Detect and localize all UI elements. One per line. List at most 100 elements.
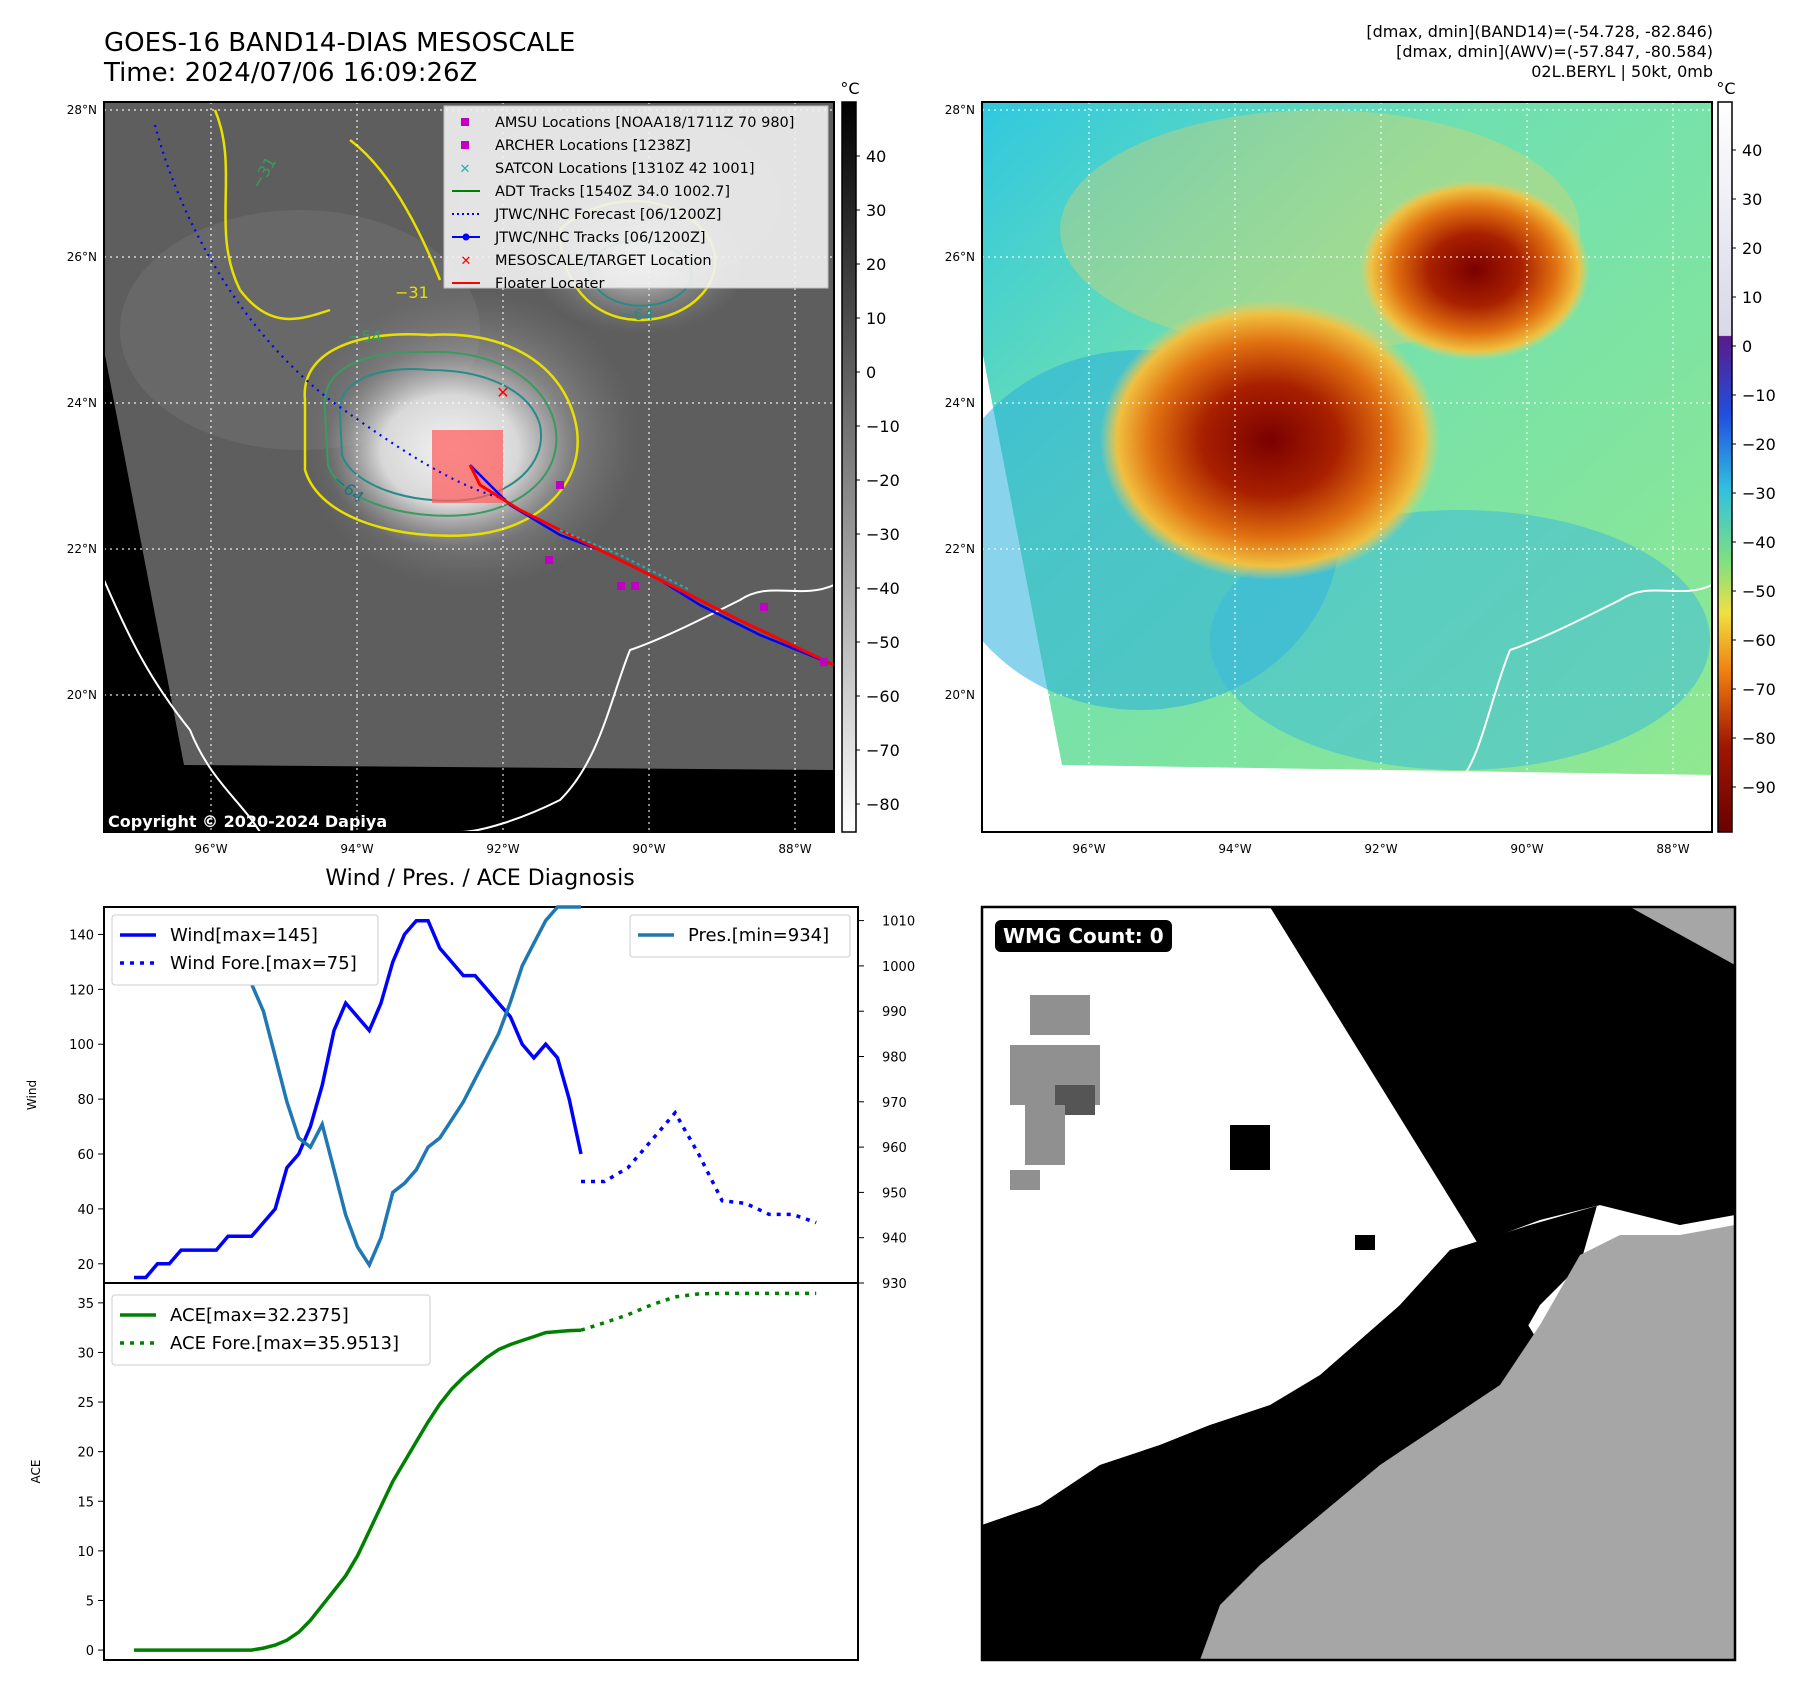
colorbar-tick-label: 20 — [866, 255, 886, 274]
colorbar-tick-label: −80 — [866, 795, 900, 814]
coastline — [104, 579, 834, 832]
wmg-frame — [980, 905, 1737, 1662]
archer-marker — [631, 582, 639, 590]
awv-colorbar — [1717, 101, 1733, 833]
wmg-gray-region — [1200, 1225, 1735, 1660]
ace-tick-label: 35 — [77, 1297, 94, 1312]
lat-tick: 28°N — [945, 103, 975, 117]
lon-tick: 88°W — [778, 842, 811, 856]
archer-marker — [820, 658, 828, 666]
colorbar-tick-label: −10 — [1742, 386, 1776, 405]
lat-tick: 20°N — [67, 688, 97, 702]
colorbar-tick-label: 10 — [1742, 288, 1762, 307]
archer-marker — [545, 556, 553, 564]
legend-tracks: JTWC/NHC Tracks [06/1200Z] — [494, 230, 706, 246]
ace-tick-label: 30 — [77, 1346, 94, 1361]
legend-entry: Wind Fore.[max=75] — [170, 953, 357, 974]
pressure-tick-label: 970 — [882, 1096, 907, 1111]
colorbar-tick-label: −50 — [866, 633, 900, 652]
wmg-count-badge: WMG Count: 0 — [995, 920, 1172, 952]
awv-map-panel: 28°N 26°N 24°N 22°N 20°N 96°W 94°W 92°W … — [945, 80, 1776, 856]
awv-lon-labels: 96°W 94°W 92°W 90°W 88°W — [1072, 842, 1689, 856]
awv-lat-labels: 28°N 26°N 24°N 22°N 20°N — [945, 103, 975, 702]
copyright: Copyright © 2020-2024 Dapiya — [108, 812, 387, 831]
legend-box — [629, 914, 851, 958]
legend-entry: ACE Fore.[max=35.9513] — [170, 1333, 399, 1354]
colorbar-tick-label: 0 — [866, 363, 876, 382]
pressure-tick-label: 1000 — [882, 960, 915, 975]
colorbar-tick-label: 30 — [866, 201, 886, 220]
colorbar-tick-label: −60 — [1742, 631, 1776, 650]
wind-tick-label: 80 — [77, 1093, 94, 1108]
ir-legend: AMSU Locations [NOAA18/1711Z 70 980] ARC… — [443, 105, 829, 292]
lon-tick: 90°W — [632, 842, 665, 856]
lat-tick: 22°N — [945, 542, 975, 556]
awv-gridlines — [982, 102, 1712, 832]
lon-tick: 94°W — [340, 842, 373, 856]
lat-tick: 24°N — [67, 396, 97, 410]
legend-floater: Floater Locater — [495, 276, 604, 292]
wind-tick-label: 20 — [77, 1258, 94, 1273]
colorbar-tick-label: −20 — [1742, 435, 1776, 454]
lon-tick: 96°W — [1072, 842, 1105, 856]
svg-text:✕: ✕ — [460, 162, 471, 177]
lon-tick: 88°W — [1656, 842, 1689, 856]
title-line-2: Time: 2024/07/06 16:09:26Z — [104, 58, 478, 88]
diagnosis-chart: Wind / Pres. / ACE Diagnosis 20406080100… — [25, 866, 915, 1661]
awv-colorbar-ticks: 40 30 20 10 0 −10 −20 −30 −40 −50 −60 −70 −80 −90 — [1732, 141, 1776, 797]
title-line-1: GOES-16 BAND14-DIAS MESOSCALE — [104, 28, 576, 58]
ir-colorbar — [841, 101, 857, 833]
colorbar-tick-label: 30 — [1742, 190, 1762, 209]
ace-tick-label: 25 — [77, 1396, 94, 1411]
wind-tick-label: 120 — [69, 983, 94, 998]
legend-box — [111, 1294, 431, 1366]
colorbar-tick-label: −10 — [866, 417, 900, 436]
colorbar-tick-label: 20 — [1742, 239, 1762, 258]
contour-teal — [338, 368, 543, 502]
legend-entry: Pres.[min=934] — [688, 925, 829, 946]
colorbar-tick-label: −70 — [1742, 680, 1776, 699]
awv-colorbar-unit: °C — [1716, 80, 1735, 98]
wmg-panel — [980, 905, 1737, 1662]
ir-colorbar-ticks: 40 30 20 10 0 −10 −20 −30 −40 −50 −60 −70 −80 — [856, 147, 900, 814]
floater-track — [468, 464, 834, 667]
pressure-tick-label: 940 — [882, 1232, 907, 1247]
colorbar-tick-label: 40 — [866, 147, 886, 166]
lon-tick: 96°W — [194, 842, 227, 856]
amsu-marker — [556, 481, 564, 489]
pressure-tick-label: 1010 — [882, 915, 915, 930]
page-title: GOES-16 BAND14-DIAS MESOSCALE Time: 2024… — [104, 28, 575, 88]
colorbar-tick-label: −40 — [866, 579, 900, 598]
lat-tick: 24°N — [945, 396, 975, 410]
legend-entry: ACE[max=32.2375] — [170, 1305, 349, 1326]
contour-label: −54 — [348, 327, 382, 346]
colorbar-tick-label: −30 — [866, 525, 900, 544]
lat-tick: 26°N — [945, 250, 975, 264]
legend-target: MESOSCALE/TARGET Location — [495, 253, 712, 269]
info-block: [dmax, dmin](BAND14)=(-54.728, -82.846) … — [1366, 22, 1713, 82]
colorbar-tick-label: −50 — [1742, 582, 1776, 601]
contour-yellow — [303, 333, 579, 537]
wind-tick-label: 140 — [69, 928, 94, 943]
wind-tick-label: 60 — [77, 1148, 94, 1163]
diagnosis-title: Wind / Pres. / ACE Diagnosis — [325, 866, 634, 891]
colorbar-tick-label: 10 — [866, 309, 886, 328]
ir-lon-labels: 96°W 94°W 92°W 90°W 88°W — [194, 842, 811, 856]
ace-tick-label: 10 — [77, 1545, 94, 1560]
lon-tick: 92°W — [1364, 842, 1397, 856]
legend-box — [111, 914, 379, 986]
ace-tick-label: 0 — [86, 1644, 94, 1659]
wind-tick-label: 40 — [77, 1203, 94, 1218]
legend-adt: ADT Tracks [1540Z 34.0 1002.7] — [495, 184, 730, 200]
pressure-tick-label: 980 — [882, 1050, 907, 1065]
target-marker: ✕ — [496, 383, 509, 402]
pressure-tick-label: 950 — [882, 1186, 907, 1201]
info-line-1: [dmax, dmin](BAND14)=(-54.728, -82.846) — [1366, 22, 1713, 41]
wind-axis-label: Wind — [25, 1080, 39, 1110]
awv-secondary-core — [1360, 180, 1590, 360]
colorbar-tick-label: 40 — [1742, 141, 1762, 160]
awv-frame — [981, 101, 1713, 833]
lon-tick: 92°W — [486, 842, 519, 856]
colorbar-tick-label: −40 — [1742, 533, 1776, 552]
archer-marker — [617, 582, 625, 590]
